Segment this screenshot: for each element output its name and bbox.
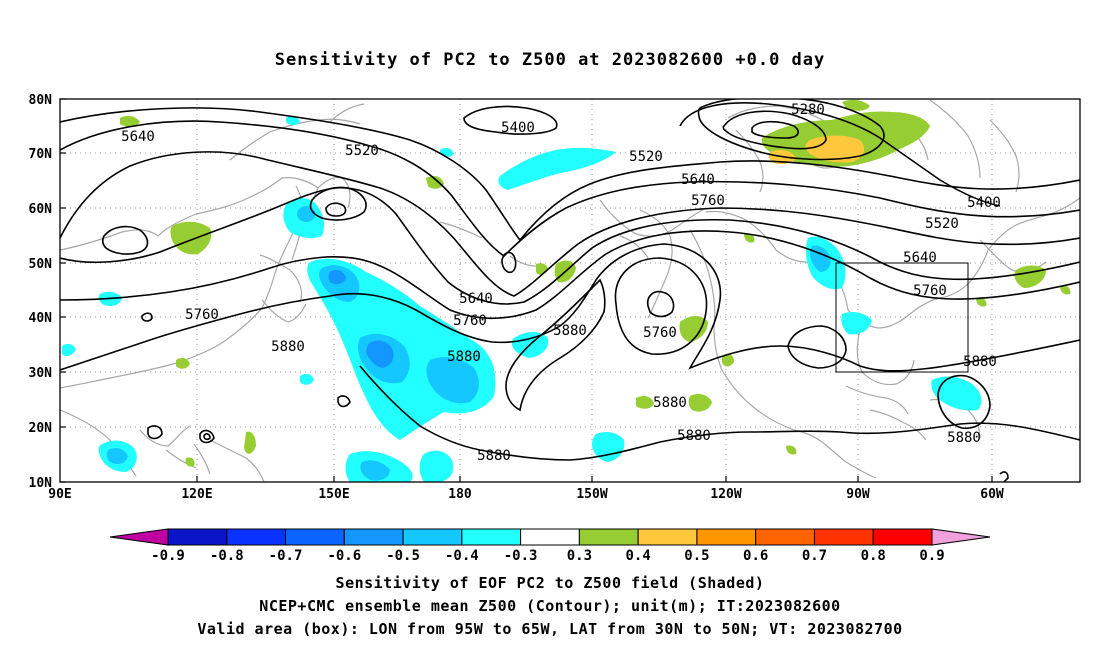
lon-label: 120E bbox=[181, 487, 212, 502]
sensitivity-shading bbox=[62, 99, 1071, 482]
contour-label: 5760 bbox=[453, 313, 487, 329]
colorbar-end-low bbox=[109, 528, 169, 546]
lon-label: 120W bbox=[710, 487, 741, 502]
lat-label: 60N bbox=[29, 202, 53, 217]
contour-label: 5280 bbox=[791, 102, 825, 118]
colorbar-label: 0.3 bbox=[567, 548, 592, 564]
lon-label: 150W bbox=[576, 487, 607, 502]
lon-label: 60W bbox=[980, 487, 1004, 502]
contour-label: 5760 bbox=[913, 283, 947, 299]
lat-label: 20N bbox=[29, 421, 53, 436]
strong-negative-areas bbox=[328, 270, 394, 368]
lon-label: 150E bbox=[318, 487, 349, 502]
contour-label: 5880 bbox=[477, 448, 511, 464]
contour-label: 5760 bbox=[185, 307, 219, 323]
colorbar-label: -0.5 bbox=[386, 548, 420, 564]
colorbar-swatch bbox=[520, 528, 580, 546]
lon-label: 90W bbox=[846, 487, 870, 502]
contour-label: 5880 bbox=[447, 349, 481, 365]
contour-label: 5520 bbox=[925, 216, 959, 232]
colorbar-swatch bbox=[813, 528, 874, 546]
contour-label: 5880 bbox=[963, 354, 997, 370]
contour-label: 5640 bbox=[459, 291, 493, 307]
colorbar-label: -0.9 bbox=[151, 548, 185, 564]
contour-label: 5880 bbox=[653, 395, 687, 411]
colorbar-label: 0.7 bbox=[802, 548, 827, 564]
colorbar-swatch bbox=[226, 528, 287, 546]
colorbar-label: -0.3 bbox=[504, 548, 538, 564]
contour-label: 5520 bbox=[629, 149, 663, 165]
contour-labels: 5640 5520 5400 5280 5520 5640 5760 5400 … bbox=[121, 102, 1001, 464]
contour-label: 5880 bbox=[947, 430, 981, 446]
contour-label: 5640 bbox=[903, 250, 937, 266]
colorbar-swatch bbox=[637, 528, 698, 546]
lat-label: 80N bbox=[29, 93, 53, 108]
contour-label: 5880 bbox=[271, 339, 305, 355]
lat-label: 50N bbox=[29, 257, 53, 272]
lon-label: 90E bbox=[48, 487, 71, 502]
colorbar-swatch bbox=[696, 528, 757, 546]
longitude-labels: 90E 120E 150E 180 150W 120W 90W 60W bbox=[48, 487, 1004, 502]
colorbar-label: -0.8 bbox=[210, 548, 244, 564]
contour-label: 5520 bbox=[345, 143, 379, 159]
colorbar-label: 0.9 bbox=[919, 548, 944, 564]
lat-label: 10N bbox=[29, 476, 53, 491]
colorbar-label: 0.6 bbox=[743, 548, 768, 564]
lat-label: 30N bbox=[29, 366, 53, 381]
contour-label: 5760 bbox=[643, 325, 677, 341]
caption-contour: NCEP+CMC ensemble mean Z500 (Contour); u… bbox=[259, 597, 841, 615]
axis-ticks bbox=[60, 98, 993, 483]
latitude-labels: 80N 70N 60N 50N 40N 30N 20N 10N bbox=[29, 93, 53, 491]
colorbar-swatch bbox=[872, 528, 933, 546]
colorbar-swatch bbox=[402, 528, 463, 546]
contour-label: 5400 bbox=[501, 120, 535, 136]
colorbar-swatch bbox=[167, 528, 228, 546]
contour-label: 5880 bbox=[677, 428, 711, 444]
contour-label: 5760 bbox=[691, 193, 725, 209]
map-frame bbox=[59, 98, 1081, 483]
lat-label: 40N bbox=[29, 311, 53, 326]
contour-label: 5640 bbox=[681, 172, 715, 188]
colorbar-label: -0.4 bbox=[445, 548, 479, 564]
colorbar-swatch bbox=[755, 528, 815, 546]
colorbar-swatch bbox=[343, 528, 404, 546]
colorbar-label: 0.8 bbox=[861, 548, 886, 564]
colorbar: -0.9 -0.8 -0.7 -0.6 -0.5 -0.4 -0.3 0.3 0.4 0.5 0.6… bbox=[109, 528, 991, 564]
contour-label: 5880 bbox=[553, 323, 587, 339]
z500-contours bbox=[60, 99, 1080, 482]
colorbar-label: 0.5 bbox=[684, 548, 709, 564]
colorbar-end-high bbox=[931, 528, 991, 546]
lon-label: 180 bbox=[448, 487, 472, 502]
map-title: Sensitivity of PC2 to Z500 at 2023082600… bbox=[274, 50, 826, 70]
contour-label: 5400 bbox=[967, 195, 1001, 211]
lat-label: 70N bbox=[29, 147, 53, 162]
colorbar-swatch bbox=[578, 528, 639, 546]
colorbar-label: -0.6 bbox=[327, 548, 361, 564]
colorbar-swatch bbox=[285, 528, 345, 546]
valid-area-box bbox=[835, 262, 969, 373]
map-plot-area bbox=[60, 99, 1080, 482]
contour-label: 5640 bbox=[121, 129, 155, 145]
caption-valid-area: Valid area (box): LON from 95W to 65W, L… bbox=[197, 620, 903, 638]
colorbar-label: -0.7 bbox=[269, 548, 303, 564]
colorbar-label: 0.4 bbox=[626, 548, 651, 564]
colorbar-swatch bbox=[461, 528, 522, 546]
caption-shading: Sensitivity of EOF PC2 to Z500 field (Sh… bbox=[335, 574, 765, 592]
